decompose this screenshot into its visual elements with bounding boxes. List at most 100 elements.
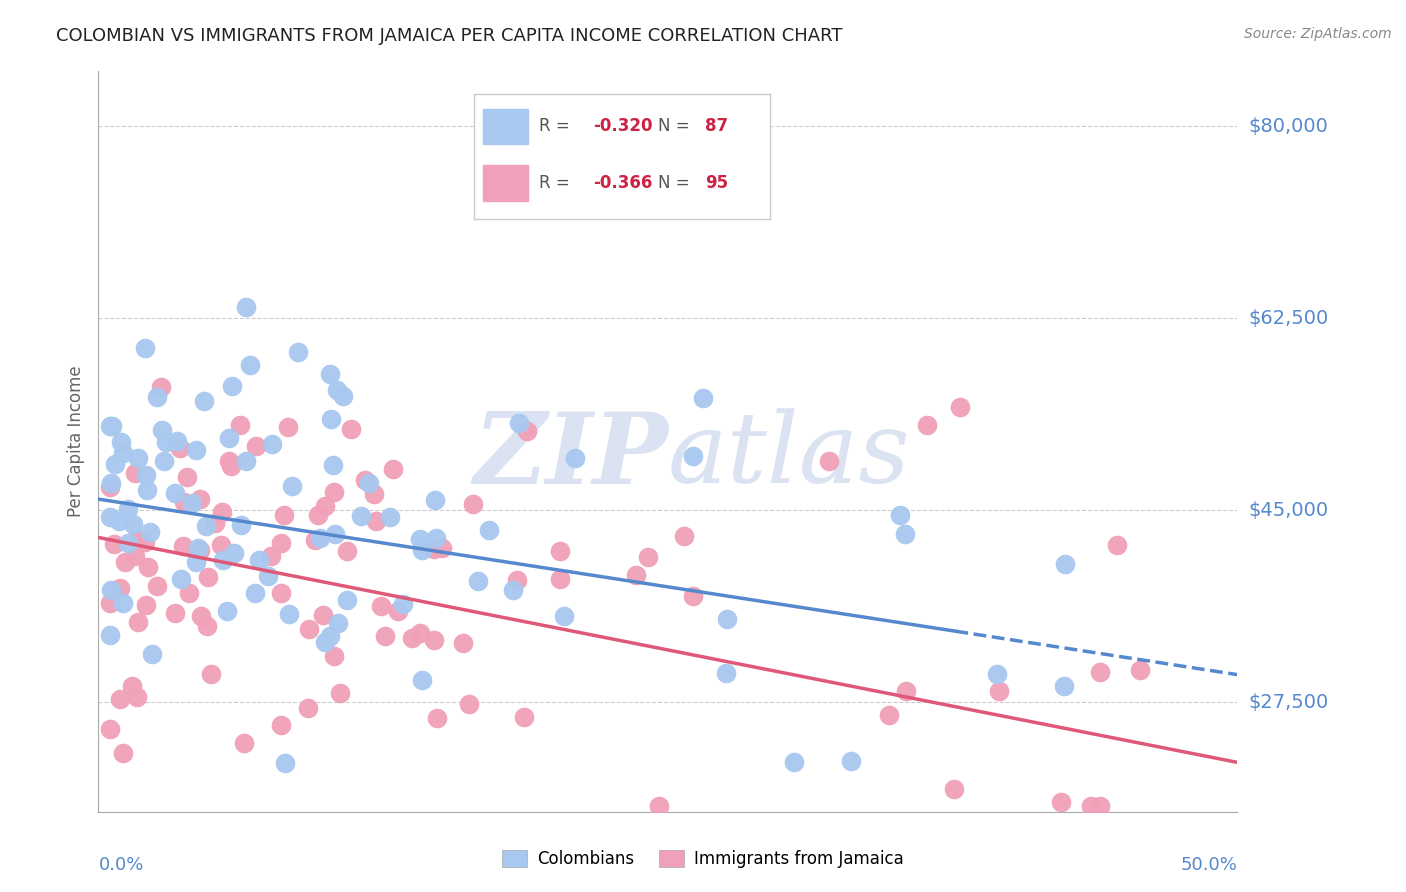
Point xyxy=(391,598,413,612)
Point xyxy=(506,574,529,588)
Point xyxy=(818,454,841,468)
Point xyxy=(322,485,344,500)
Point xyxy=(98,419,121,434)
Point xyxy=(314,499,336,513)
Point xyxy=(235,301,257,315)
Point xyxy=(672,529,695,543)
Point xyxy=(111,596,134,610)
Point xyxy=(335,593,357,607)
Point xyxy=(273,508,295,523)
Point xyxy=(127,451,149,466)
Point xyxy=(270,536,292,550)
Text: 50.0%: 50.0% xyxy=(1181,856,1237,874)
Point xyxy=(218,431,240,445)
Point xyxy=(127,615,149,630)
Point xyxy=(211,552,233,566)
Text: ZIP: ZIP xyxy=(472,409,668,505)
Point xyxy=(134,341,156,355)
Point xyxy=(146,578,169,592)
Point xyxy=(432,541,454,556)
Point xyxy=(323,649,346,664)
Point xyxy=(363,486,385,500)
Point xyxy=(127,690,149,704)
Point xyxy=(103,537,125,551)
Point xyxy=(277,420,299,434)
Point xyxy=(188,542,211,557)
Point xyxy=(122,516,145,531)
Point xyxy=(425,531,447,545)
Point xyxy=(1080,799,1102,814)
Point xyxy=(247,553,270,567)
Text: 0.0%: 0.0% xyxy=(98,856,143,874)
Point xyxy=(172,540,194,554)
Point xyxy=(889,508,911,523)
Point xyxy=(190,608,212,623)
Point xyxy=(692,391,714,405)
Text: $62,500: $62,500 xyxy=(1249,309,1329,327)
Point xyxy=(648,799,671,814)
Point xyxy=(339,422,361,436)
Point xyxy=(257,569,280,583)
Point xyxy=(108,692,131,706)
Point xyxy=(329,686,352,700)
Point xyxy=(155,435,177,450)
Point xyxy=(135,468,157,483)
Point xyxy=(308,531,330,545)
Point xyxy=(184,555,207,569)
Point xyxy=(204,516,226,531)
Point xyxy=(381,462,404,476)
Point xyxy=(378,510,401,524)
Point xyxy=(218,454,240,468)
Point xyxy=(896,684,918,698)
Point xyxy=(502,582,524,597)
Point xyxy=(987,684,1010,698)
Point xyxy=(98,628,121,642)
Point xyxy=(1050,795,1073,809)
Point xyxy=(125,532,148,546)
Point xyxy=(297,700,319,714)
Point xyxy=(184,442,207,457)
Point xyxy=(478,524,501,538)
Point xyxy=(458,697,481,711)
Point xyxy=(370,599,392,614)
Point xyxy=(270,586,292,600)
Point xyxy=(270,718,292,732)
Point xyxy=(169,441,191,455)
Point xyxy=(170,572,193,586)
Point xyxy=(221,379,243,393)
Point xyxy=(401,631,423,645)
Point xyxy=(114,556,136,570)
Point xyxy=(332,389,354,403)
Point xyxy=(321,412,343,426)
Point xyxy=(508,417,530,431)
Point xyxy=(117,536,139,550)
Point xyxy=(411,673,433,688)
Point xyxy=(100,418,122,433)
Point xyxy=(173,494,195,508)
Point xyxy=(187,541,209,555)
Point xyxy=(177,585,200,599)
Point xyxy=(423,633,446,648)
Point xyxy=(516,424,538,438)
Point xyxy=(221,459,243,474)
Point xyxy=(121,679,143,693)
Point xyxy=(215,604,238,618)
Point xyxy=(98,596,121,610)
Point xyxy=(209,538,232,552)
Point xyxy=(139,524,162,539)
Point xyxy=(297,623,319,637)
Point xyxy=(135,483,157,497)
Point xyxy=(111,747,134,761)
Point xyxy=(319,629,342,643)
Point xyxy=(326,383,349,397)
Text: $80,000: $80,000 xyxy=(1249,117,1329,136)
Point xyxy=(141,647,163,661)
Point xyxy=(350,509,373,524)
Point xyxy=(553,609,575,624)
Point xyxy=(235,454,257,468)
Point xyxy=(682,589,704,603)
Point xyxy=(1053,679,1076,693)
Point xyxy=(949,400,972,414)
Point xyxy=(564,451,586,466)
Point xyxy=(229,518,252,533)
